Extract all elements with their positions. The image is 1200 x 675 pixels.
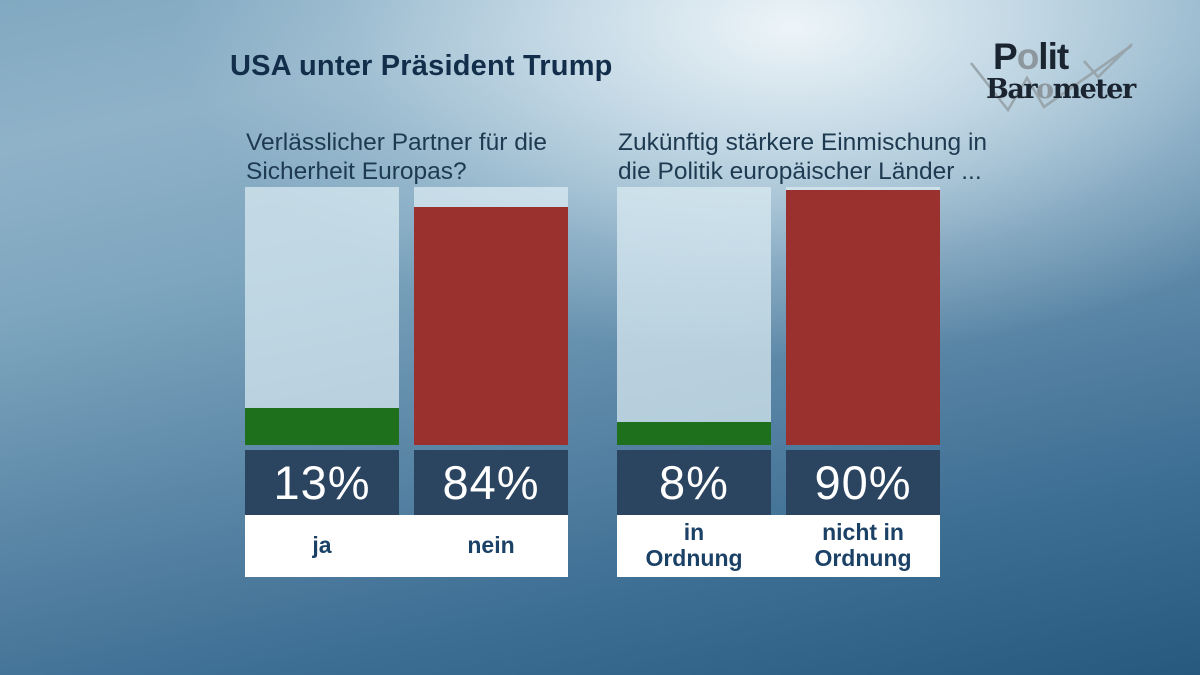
category-band: in Ordnung nicht in Ordnung [617, 515, 940, 577]
bar-track-nein [414, 187, 568, 445]
value-badge-in-ordnung: 8% [617, 450, 771, 515]
bar-nicht-in-ordnung [786, 189, 940, 445]
category-label-nein: nein [467, 532, 515, 559]
value-badge-ja: 13% [245, 450, 399, 515]
barometer-zigzag-icon [969, 43, 1133, 113]
page-title: USA unter Präsident Trump [230, 50, 613, 82]
chart-interference: Zukünftig stärkere Einmischung in die Po… [617, 128, 987, 577]
value-badge-nein: 84% [414, 450, 568, 515]
chart-reliable-partner: Verlässlicher Partner für die Sicherheit… [245, 128, 568, 577]
value-band: 13% 84% [245, 450, 568, 515]
bar-track-in-ordnung [617, 187, 771, 445]
category-label-ja: ja [312, 532, 332, 559]
category-label-in-ordnung: in Ordnung [645, 519, 743, 571]
bar-track-ja [245, 187, 399, 445]
bar-area [245, 187, 568, 445]
bar-nein [414, 206, 568, 445]
value-band: 8% 90% [617, 450, 940, 515]
logo-word-barometer: Barometer [986, 74, 1136, 105]
politbarometer-logo: Polit Barometer [963, 34, 1155, 120]
bar-in-ordnung [617, 422, 771, 445]
value-badge-nicht-in-ordnung: 90% [786, 450, 940, 515]
chart-question: Verlässlicher Partner für die Sicherheit… [246, 129, 547, 185]
category-band: ja nein [245, 515, 568, 577]
chart-question: Zukünftig stärkere Einmischung in die Po… [618, 129, 988, 185]
bar-area [617, 187, 940, 445]
logo-word-polit: Polit [993, 36, 1069, 77]
bar-ja [245, 408, 399, 445]
category-label-nicht-in-ordnung: nicht in Ordnung [814, 519, 912, 571]
bar-track-nicht-in-ordnung [786, 187, 940, 445]
